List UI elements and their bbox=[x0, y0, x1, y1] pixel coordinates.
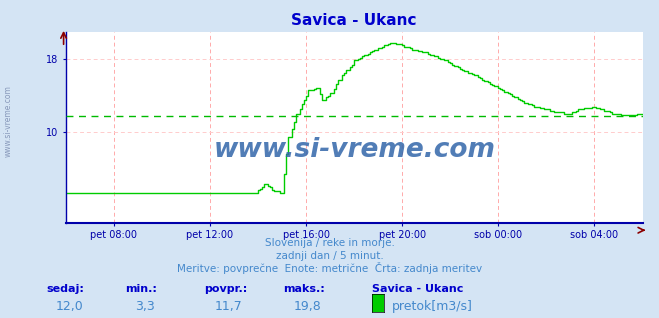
Text: 12,0: 12,0 bbox=[56, 300, 84, 313]
Text: maks.:: maks.: bbox=[283, 284, 325, 294]
Text: 19,8: 19,8 bbox=[293, 300, 321, 313]
Text: 11,7: 11,7 bbox=[214, 300, 242, 313]
Text: www.si-vreme.com: www.si-vreme.com bbox=[3, 85, 13, 157]
Text: zadnji dan / 5 minut.: zadnji dan / 5 minut. bbox=[275, 251, 384, 261]
Text: Savica - Ukanc: Savica - Ukanc bbox=[372, 284, 464, 294]
Text: Meritve: povprečne  Enote: metrične  Črta: zadnja meritev: Meritve: povprečne Enote: metrične Črta:… bbox=[177, 262, 482, 274]
Text: min.:: min.: bbox=[125, 284, 157, 294]
Text: povpr.:: povpr.: bbox=[204, 284, 248, 294]
Text: pretok[m3/s]: pretok[m3/s] bbox=[392, 300, 473, 313]
Text: 3,3: 3,3 bbox=[135, 300, 155, 313]
Text: www.si-vreme.com: www.si-vreme.com bbox=[214, 137, 495, 163]
Title: Savica - Ukanc: Savica - Ukanc bbox=[291, 13, 417, 28]
Text: sedaj:: sedaj: bbox=[46, 284, 84, 294]
Text: Slovenija / reke in morje.: Slovenija / reke in morje. bbox=[264, 238, 395, 248]
